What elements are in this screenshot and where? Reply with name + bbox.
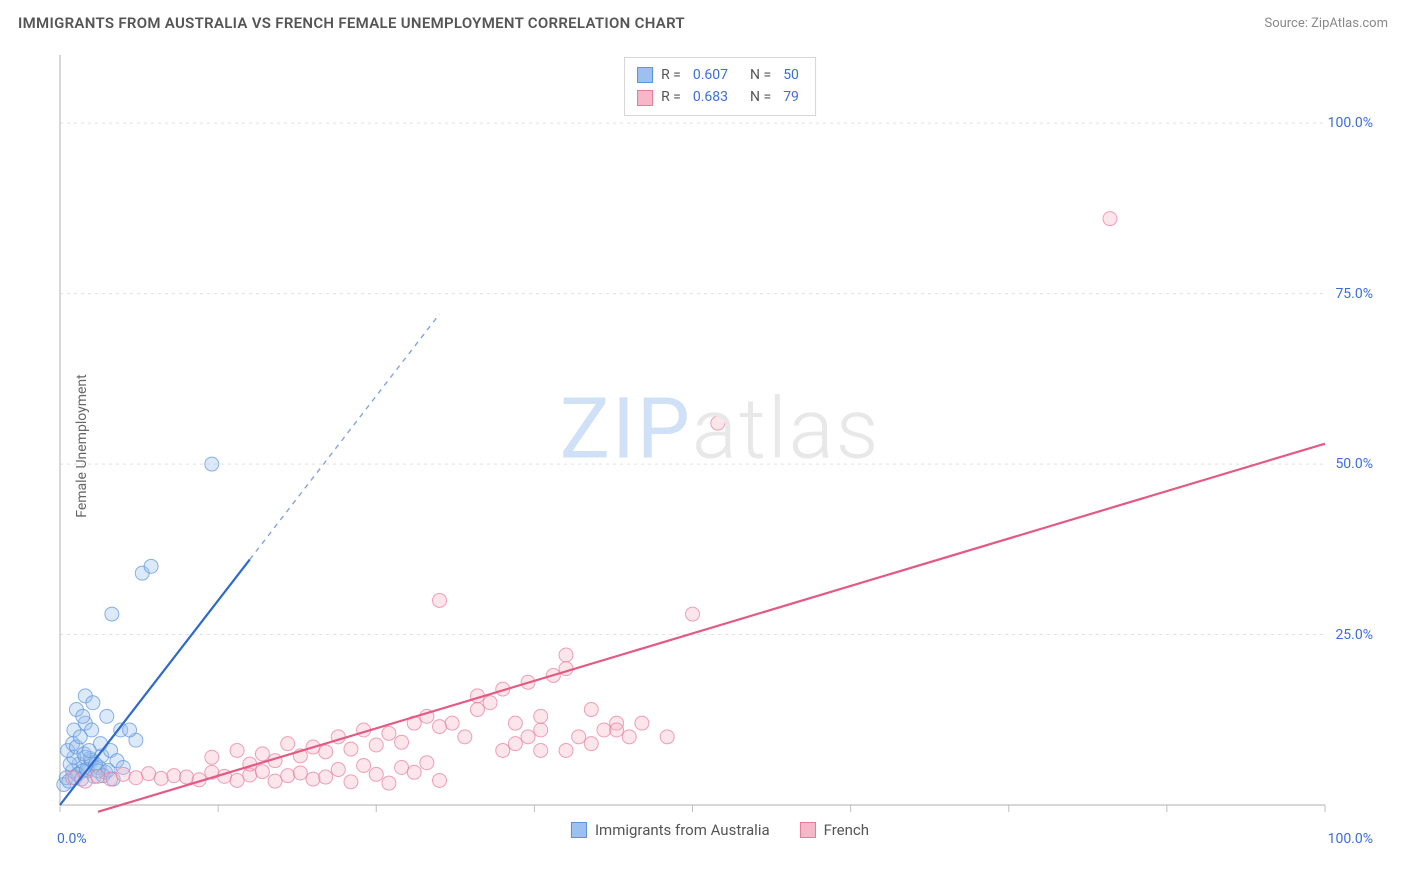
scatter-plot	[55, 45, 1385, 845]
legend-r-label: R =	[661, 86, 681, 108]
chart-area: ZIPatlas R = 0.607N = 50R = 0.683N = 79 …	[55, 45, 1385, 845]
legend-r-value: 0.683	[693, 86, 728, 108]
x-tick-max: 100.0%	[1328, 831, 1373, 847]
legend-item: Immigrants from Australia	[571, 821, 770, 839]
legend-swatch	[800, 822, 816, 838]
chart-title: IMMIGRANTS FROM AUSTRALIA VS FRENCH FEMA…	[18, 14, 685, 32]
series-legend: Immigrants from Australia French	[571, 821, 869, 839]
legend-swatch	[637, 90, 653, 106]
legend-label: French	[824, 821, 869, 839]
y-tick-label: 100.0%	[1328, 115, 1373, 131]
legend-row: R = 0.607 N = 50	[637, 64, 803, 86]
legend-r-value: 0.607	[693, 64, 728, 86]
legend-swatch	[571, 822, 587, 838]
legend-n-value: 50	[783, 64, 799, 86]
legend-swatch	[637, 67, 653, 83]
legend-r-label: R =	[661, 64, 681, 86]
legend-n-label: N =	[750, 86, 771, 108]
x-tick-min: 0.0%	[57, 831, 87, 847]
y-tick-label: 25.0%	[1335, 627, 1373, 643]
correlation-legend: R = 0.607 N = 50 R = 0.683 N = 79	[624, 57, 816, 116]
legend-n-value: 79	[783, 86, 799, 108]
y-tick-label: 75.0%	[1335, 286, 1373, 302]
y-tick-label: 50.0%	[1335, 456, 1373, 472]
legend-item: French	[800, 821, 869, 839]
legend-n-label: N =	[750, 64, 771, 86]
legend-row: R = 0.683 N = 79	[637, 86, 803, 108]
legend-label: Immigrants from Australia	[595, 821, 770, 839]
source-label: Source: ZipAtlas.com	[1264, 16, 1388, 31]
